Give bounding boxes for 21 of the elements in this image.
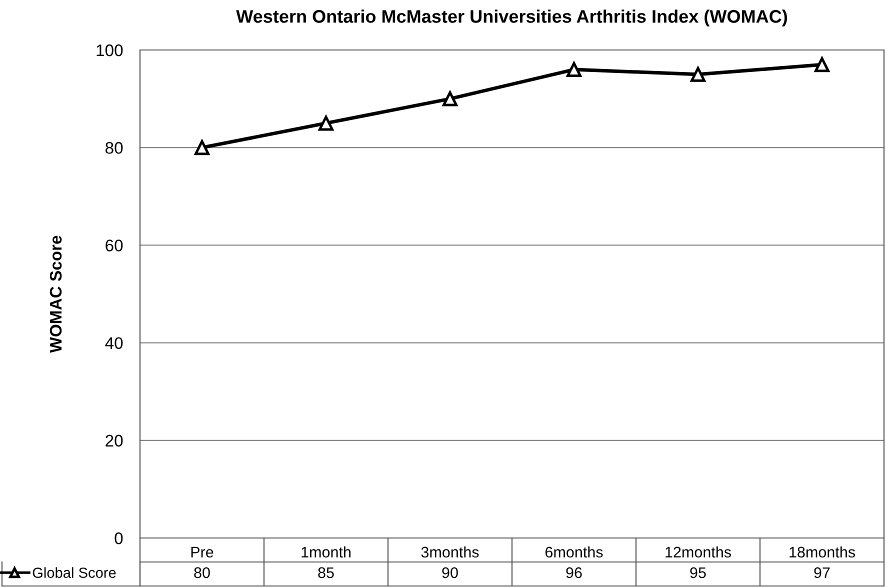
legend-label: Global Score: [32, 567, 116, 578]
x-tick-label: 3months: [421, 546, 479, 558]
y-tick-label: 60: [106, 240, 123, 252]
y-axis-title: WOMAC Score: [50, 236, 62, 353]
x-tick-label: 12months: [666, 546, 731, 558]
x-tick-label: Pre: [191, 546, 214, 558]
chart-title: Western Ontario McMaster Universities Arthritis Index (WOMAC): [236, 10, 788, 26]
x-tick-label: 6months: [545, 546, 603, 558]
data-label: 85: [318, 567, 334, 578]
y-tick-label: 0: [114, 532, 123, 544]
y-tick-label: 20: [106, 434, 123, 447]
data-label: 90: [442, 567, 458, 578]
y-tick-label: 40: [105, 337, 123, 350]
data-label: 80: [194, 567, 210, 578]
x-tick-label: 18months: [790, 546, 855, 558]
x-tick-label: 1month: [302, 546, 350, 558]
data-label: 95: [690, 567, 706, 578]
y-tick-label: 100: [96, 44, 123, 56]
y-tick-label: 80: [106, 142, 123, 154]
data-label: 96: [566, 567, 582, 578]
data-label: 97: [814, 567, 830, 578]
